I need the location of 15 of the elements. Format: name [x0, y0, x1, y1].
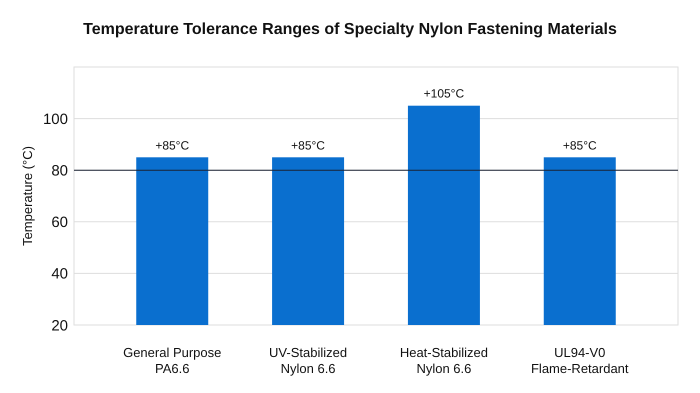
data-label: +105°C [424, 86, 464, 101]
y-tick-label: 80 [51, 162, 68, 180]
x-tick-label: Heat-Stabilized Nylon 6.6 [400, 345, 488, 376]
data-label: +85°C [291, 138, 326, 152]
y-tick-label: 100 [42, 110, 68, 128]
x-tick-label: General Purpose PA6.6 [123, 345, 222, 376]
data-label: +85°C [155, 138, 190, 152]
data-label: +85°C [562, 138, 597, 152]
x-tick-label: UL94-V0 Flame-Retardant [530, 345, 629, 376]
y-axis-title: Temperature (°C) [20, 146, 35, 246]
x-tick-label: UV-Stabilized Nylon 6.6 [269, 345, 348, 376]
y-tick-label: 40 [51, 266, 68, 283]
y-tick-label: 60 [51, 214, 68, 232]
y-tick-label: 20 [51, 317, 68, 334]
chart-title: Temperature Tolerance Ranges of Specialty Nylon Fastening Materials [83, 21, 617, 38]
